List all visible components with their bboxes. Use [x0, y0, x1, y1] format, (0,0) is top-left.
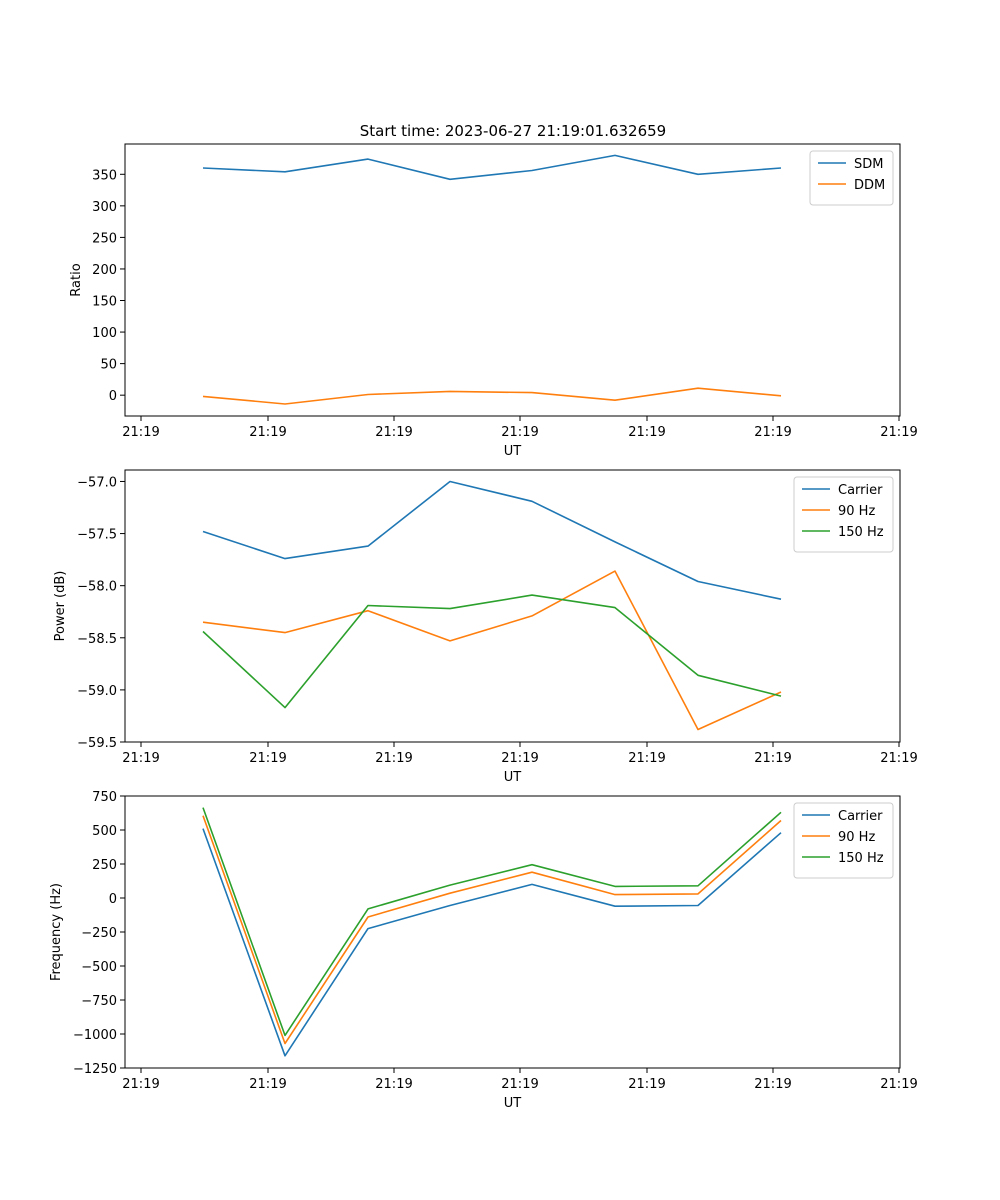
frequency-y-tick-label: −250	[81, 926, 117, 941]
ratio-axes-frame	[124, 143, 901, 417]
frequency-legend-label: 90 Hz	[838, 830, 875, 845]
power-series-line	[202, 594, 782, 709]
frequency-axes-frame	[124, 795, 901, 1069]
power-y-tick-label: −59.5	[77, 736, 117, 751]
frequency-x-tick-label: 21:19	[880, 1077, 917, 1092]
power-y-tick-label: −58.0	[77, 580, 117, 595]
power-legend-box	[793, 476, 894, 553]
power-y-tick-label: −59.0	[77, 684, 117, 699]
ratio-legend-box	[809, 150, 894, 206]
frequency-y-tick-label: 0	[109, 892, 117, 907]
ratio-y-tick-label: 300	[92, 200, 117, 215]
frequency-y-tick-label: 500	[92, 824, 117, 839]
frequency-y-tick-label: −750	[81, 994, 117, 1009]
frequency-series-line	[202, 815, 782, 1045]
frequency-legend-label: Carrier	[838, 809, 883, 824]
frequency-x-tick-label: 21:19	[628, 1077, 665, 1092]
ratio-y-axis-label: Ratio	[69, 263, 84, 296]
power-x-tick-label: 21:19	[628, 751, 665, 766]
ratio-y-tick-label: 200	[92, 263, 117, 278]
ratio-x-tick-label: 21:19	[754, 425, 791, 440]
frequency-panel: 21:19 21:19 21:19 21:19 21:19 21:19 21:19 −125…	[49, 790, 918, 1111]
power-x-tick-label: 21:19	[754, 751, 791, 766]
frequency-series-line	[202, 807, 782, 1037]
ratio-x-tick-label: 21:19	[122, 425, 159, 440]
frequency-x-axis-label: UT	[504, 1096, 522, 1111]
frequency-x-tick-label: 21:19	[122, 1077, 159, 1092]
power-legend-label: 90 Hz	[838, 504, 875, 519]
ratio-x-tick-label: 21:19	[880, 425, 917, 440]
frequency-y-tick-label: 750	[92, 790, 117, 805]
frequency-legend: Carrier 90 Hz 150 Hz	[793, 802, 894, 879]
ratio-y-tick-label: 0	[109, 389, 117, 404]
ratio-y-tick-label: 250	[92, 231, 117, 246]
frequency-legend-label: 150 Hz	[838, 851, 884, 866]
ratio-y-tick-label: 350	[92, 168, 117, 183]
power-x-tick-label: 21:19	[880, 751, 917, 766]
frequency-x-tick-label: 21:19	[501, 1077, 538, 1092]
frequency-legend-box	[793, 802, 894, 879]
ratio-x-tick-label: 21:19	[501, 425, 538, 440]
frequency-x-tick-label: 21:19	[249, 1077, 286, 1092]
ratio-legend-label: SDM	[854, 157, 883, 172]
power-panel: 21:19 21:19 21:19 21:19 21:19 21:19 21:19 −59.…	[53, 469, 918, 785]
power-y-tick-label: −57.0	[77, 475, 117, 490]
frequency-x-tick-label: 21:19	[754, 1077, 791, 1092]
ratio-series-line	[202, 387, 782, 405]
ratio-legend-label: DDM	[854, 178, 885, 193]
frequency-y-axis-label: Frequency (Hz)	[49, 883, 64, 981]
frequency-y-tick-label: −1000	[73, 1028, 117, 1043]
power-x-tick-label: 21:19	[249, 751, 286, 766]
power-x-tick-label: 21:19	[375, 751, 412, 766]
ratio-series-line	[202, 154, 782, 181]
power-y-axis-label: Power (dB)	[53, 571, 68, 642]
frequency-y-tick-label: 250	[92, 858, 117, 873]
power-legend-label: Carrier	[838, 483, 883, 498]
ratio-y-tick-label: 50	[100, 358, 117, 373]
frequency-x-tick-label: 21:19	[375, 1077, 412, 1092]
figure-title: Start time: 2023-06-27 21:19:01.632659	[360, 122, 666, 140]
power-y-tick-label: −57.5	[77, 528, 117, 543]
power-axes-frame	[124, 469, 901, 743]
power-series-line	[202, 480, 782, 600]
power-x-axis-label: UT	[504, 770, 522, 785]
ratio-x-tick-label: 21:19	[628, 425, 665, 440]
ratio-x-tick-label: 21:19	[249, 425, 286, 440]
power-x-tick-label: 21:19	[122, 751, 159, 766]
ratio-x-axis-label: UT	[504, 444, 522, 459]
power-legend-label: 150 Hz	[838, 525, 884, 540]
power-x-tick-label: 21:19	[501, 751, 538, 766]
power-series-line	[202, 570, 782, 731]
ratio-panel: 21:19 21:19 21:19 21:19 21:19 21:19 21:19 0 50 1…	[69, 143, 918, 459]
frequency-y-tick-label: −1250	[73, 1062, 117, 1077]
frequency-series-line	[202, 828, 782, 1057]
ratio-x-tick-label: 21:19	[375, 425, 412, 440]
ratio-y-tick-label: 100	[92, 326, 117, 341]
ratio-y-tick-label: 150	[92, 295, 117, 310]
power-y-tick-label: −58.5	[77, 632, 117, 647]
ratio-legend: SDM DDM	[809, 150, 894, 206]
frequency-y-tick-label: −500	[81, 960, 117, 975]
power-legend: Carrier 90 Hz 150 Hz	[793, 476, 894, 553]
